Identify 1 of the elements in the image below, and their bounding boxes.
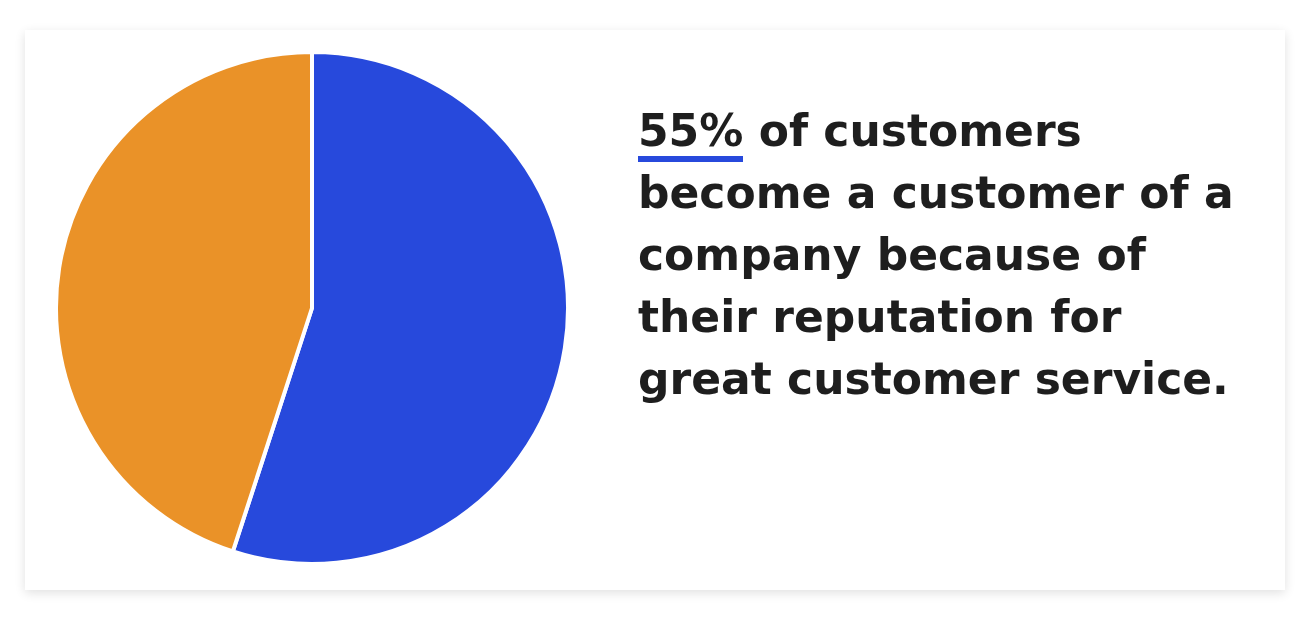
text: 55% of customers become a customer of a company because of their reputation for great customer service. (638, 104, 1235, 406)
